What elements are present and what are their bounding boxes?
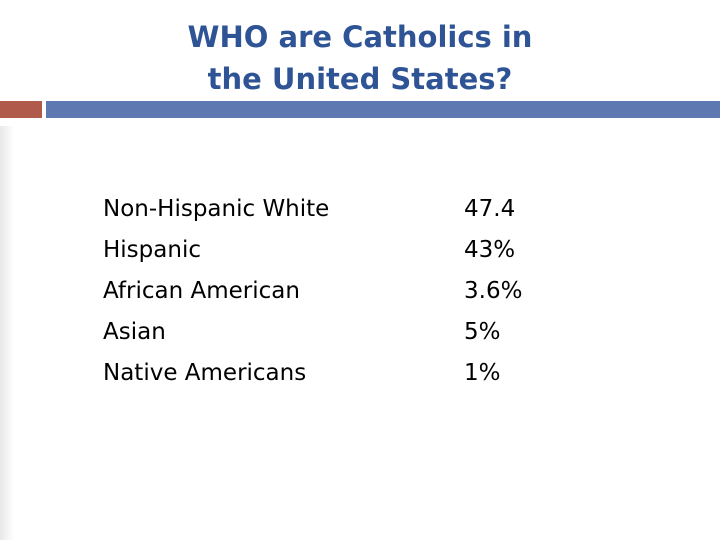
- row-label: African American: [103, 278, 300, 304]
- row-label: Hispanic: [103, 237, 201, 263]
- table-row: Non-Hispanic White 47.4: [103, 189, 583, 230]
- table-row: African American 3.6%: [103, 271, 583, 312]
- row-value: 47.4: [464, 196, 516, 222]
- row-label: Native Americans: [103, 360, 307, 386]
- row-value: 5%: [464, 319, 501, 345]
- accent-bar-blue: [46, 101, 720, 118]
- row-value: 1%: [464, 360, 501, 386]
- title-line-1: WHO are Catholics in: [187, 20, 533, 54]
- table-row: Native Americans 1%: [103, 353, 583, 394]
- row-label: Asian: [103, 319, 166, 345]
- demographics-table: Non-Hispanic White 47.4 Hispanic 43% Afr…: [103, 189, 583, 394]
- row-value: 43%: [464, 237, 516, 263]
- row-value: 3.6%: [464, 278, 523, 304]
- left-edge-shadow: [0, 126, 14, 540]
- row-label: Non-Hispanic White: [103, 196, 330, 222]
- title-line-2: the United States?: [207, 62, 513, 96]
- slide-title: WHO are Catholics in the United States?: [0, 16, 720, 100]
- table-row: Hispanic 43%: [103, 230, 583, 271]
- accent-bar-red: [0, 101, 42, 118]
- table-row: Asian 5%: [103, 312, 583, 353]
